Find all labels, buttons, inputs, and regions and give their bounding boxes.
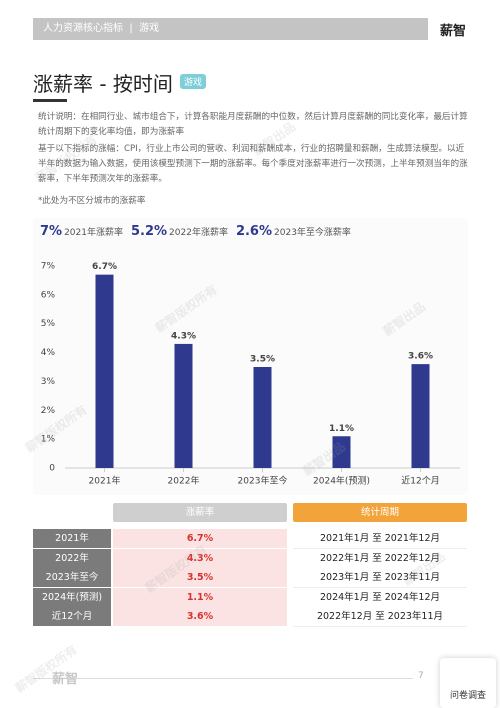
y-tick-label: 2%: [41, 406, 56, 416]
data-label: 3.5%: [250, 355, 275, 365]
summary-value: 7%: [40, 224, 63, 239]
tag: 游戏: [180, 74, 207, 89]
header-bar: 人力资源核心指标 | 游戏: [33, 18, 428, 40]
note: *此处为不区分城市的涨薪率: [38, 196, 146, 206]
summary-label: 2022年涨薪率: [169, 228, 228, 238]
data-label: 4.3%: [171, 331, 196, 341]
row-label: 2023年至今: [33, 568, 111, 588]
summary-item: 5.2% 2022年涨薪率: [131, 224, 228, 239]
table-header: 统计周期: [293, 503, 467, 522]
x-tick-label: 2023年至今: [238, 475, 288, 487]
data-label: 3.6%: [408, 352, 433, 362]
bar: [174, 343, 193, 468]
y-tick-label: 4%: [41, 348, 56, 358]
bar: [411, 364, 430, 468]
bar: [253, 367, 272, 468]
rate-cell: 3.5%: [113, 568, 287, 588]
summary: 7% 2021年涨薪率 5.2% 2022年涨薪率 2.6% 2023年至今涨薪率: [40, 224, 359, 239]
table-header: 涨薪率: [113, 503, 287, 522]
bar: [332, 436, 351, 468]
y-tick-label: 6%: [41, 290, 56, 300]
row-label: 2024年(预测): [33, 587, 111, 608]
header-title: 人力资源核心指标: [43, 23, 123, 34]
header-section: 游戏: [139, 23, 160, 34]
underline: [33, 99, 67, 102]
y-tick-label: 0: [49, 464, 55, 474]
bar: [95, 274, 114, 468]
data-label: 1.1%: [329, 424, 354, 434]
rate-cell: 3.6%: [113, 607, 287, 627]
paragraph: 基于以下指标的涨幅：CPI，行业上市公司的营收、利润和薪酬成本，行业的招聘量和薪…: [38, 144, 468, 184]
summary-item: 2.6% 2023年至今涨薪率: [236, 224, 351, 239]
x-tick-label: 2022年: [168, 475, 200, 487]
row-label: 近12个月: [33, 607, 111, 627]
rate-cell: 1.1%: [113, 587, 287, 608]
x-tick-label: 近12个月: [401, 475, 439, 487]
summary-label: 2021年涨薪率: [64, 228, 123, 238]
page-title: 涨薪率 - 按时间: [33, 72, 173, 96]
y-tick-label: 5%: [41, 319, 56, 329]
y-tick-label: 3%: [41, 377, 56, 387]
period-cell: 2022年12月 至 2023年11月: [293, 607, 467, 627]
paragraph: 统计说明：在相同行业、城市组合下，计算各职能月度薪酬的中位数，然后计算月度薪酬的…: [38, 112, 468, 137]
period-cell: 2021年1月 至 2021年12月: [293, 529, 467, 549]
summary-value: 5.2%: [130, 224, 168, 239]
x-tick-label: 2021年: [89, 475, 121, 487]
summary-item: 7% 2021年涨薪率: [40, 224, 123, 239]
y-tick-label: 7%: [41, 262, 56, 272]
summary-value: 2.6%: [235, 224, 273, 239]
x-tick-label: 2024年(预测): [313, 475, 370, 487]
footer-line: [33, 678, 413, 679]
period-cell: 2023年1月 至 2023年11月: [293, 568, 467, 588]
footer-logo: 薪智: [52, 672, 79, 687]
summary-label: 2023年至今涨薪率: [274, 228, 351, 238]
y-tick-label: 1%: [41, 435, 56, 445]
survey-button[interactable]: 问卷调查: [440, 658, 496, 708]
period-cell: 2024年1月 至 2024年12月: [293, 587, 467, 608]
data-label: 6.7%: [92, 262, 117, 272]
brand: 薪智: [440, 24, 467, 39]
row-label: 2021年: [33, 529, 111, 549]
page-number: 7: [418, 671, 424, 681]
row-label: 2022年: [33, 548, 111, 569]
